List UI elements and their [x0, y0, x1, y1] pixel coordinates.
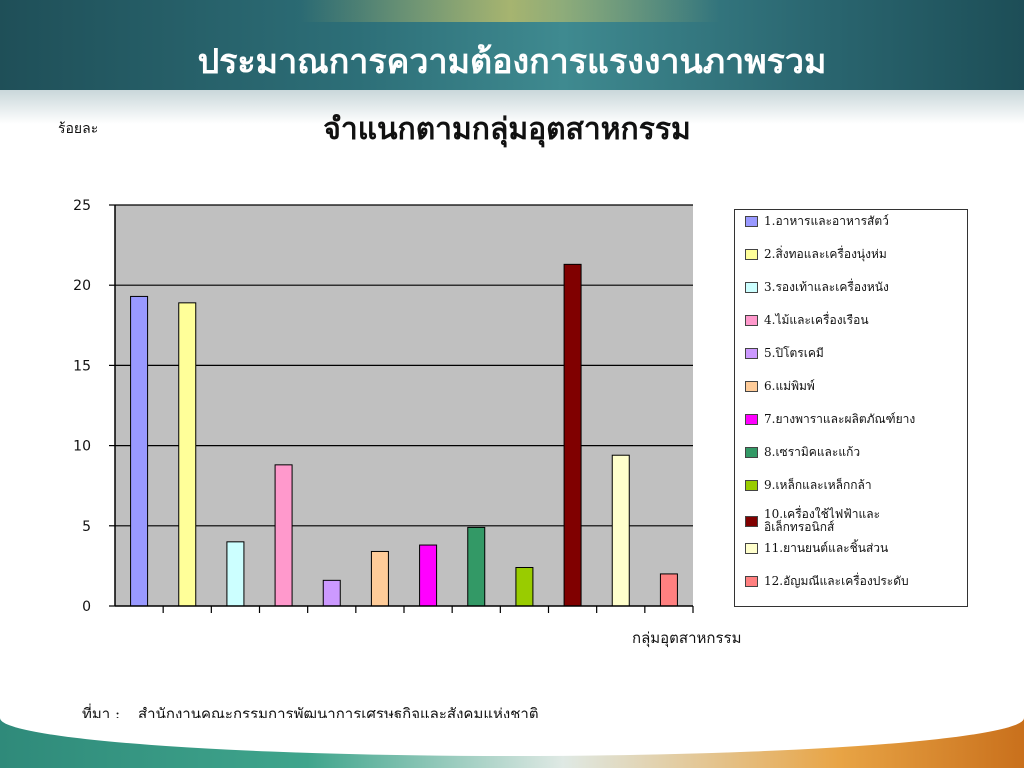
legend-label: 2.สิ่งทอและเครื่องนุ่งห่ม [764, 247, 887, 261]
bar-4 [274, 464, 293, 607]
banner-fade [0, 90, 1024, 124]
bar-9 [515, 567, 534, 607]
bar-12 [659, 573, 678, 607]
legend-item: 3.รองเท้าและเครื่องหนัง [745, 280, 889, 296]
legend-swatch [745, 447, 758, 458]
legend-swatch [745, 576, 758, 587]
legend-item: 12.อัญมณีและเครื่องประดับ [745, 574, 909, 590]
legend-item: 1.อาหารและอาหารสัตว์ [745, 214, 889, 230]
legend-item: 10.เครื่องใช้ไฟฟ้าและ อิเล็กทรอนิกส์ [745, 508, 944, 534]
legend-swatch [745, 348, 758, 359]
bar-2 [178, 302, 197, 607]
legend-label: 1.อาหารและอาหารสัตว์ [764, 214, 889, 228]
bar-10 [563, 263, 582, 607]
legend-item: 4.ไม้และเครื่องเรือน [745, 313, 869, 329]
bar-7 [419, 544, 438, 607]
legend-item: 7.ยางพาราและผลิตภัณฑ์ยาง [745, 412, 915, 428]
bar-1 [130, 295, 149, 607]
legend-swatch [745, 381, 758, 392]
legend-item: 2.สิ่งทอและเครื่องนุ่งห่ม [745, 247, 887, 263]
title-banner [0, 0, 1024, 90]
x-axis-label: กลุ่มอุตสาหกรรม [632, 629, 742, 647]
legend-swatch [745, 480, 758, 491]
legend-label: 4.ไม้และเครื่องเรือน [764, 313, 869, 327]
legend-item: 8.เซรามิคและแก้ว [745, 445, 860, 461]
y-tick-label: 25 [73, 198, 91, 214]
legend-label: 8.เซรามิคและแก้ว [764, 445, 861, 459]
legend-label: 10.เครื่องใช้ไฟฟ้าและ อิเล็กทรอนิกส์ [764, 507, 881, 534]
legend-item: 6.แม่พิมพ์ [745, 379, 815, 395]
gridlines [115, 204, 693, 527]
legend-swatch [745, 414, 758, 425]
slide-title: ประมาณการความต้องการแรงงานภาพรวม [197, 42, 827, 82]
y-axis-label: ร้อยละ [58, 121, 99, 137]
legend-item: 9.เหล็กและเหล็กกล้า [745, 478, 872, 494]
legend-label: 11.ยานยนต์และชิ้นส่วน [764, 541, 889, 555]
bar-8 [467, 526, 486, 607]
y-tick-labels: 0 5 10 15 20 25 [73, 198, 91, 615]
legend-swatch [745, 315, 758, 326]
bar-5 [322, 579, 341, 607]
legend-label: 6.แม่พิมพ์ [764, 379, 815, 393]
bar-11 [611, 454, 630, 607]
y-tick-label: 0 [82, 599, 91, 615]
chart-legend: 1.อาหารและอาหารสัตว์ 2.สิ่งทอและเครื่องนุ… [734, 209, 968, 607]
axes [109, 204, 694, 613]
legend-label: 3.รองเท้าและเครื่องหนัง [764, 280, 889, 294]
legend-item: 11.ยานยนต์และชิ้นส่วน [745, 541, 888, 557]
legend-swatch [745, 543, 758, 554]
legend-label: 12.อัญมณีและเครื่องประดับ [764, 574, 909, 588]
legend-label: 9.เหล็กและเหล็กกล้า [764, 478, 872, 492]
y-tick-label: 20 [73, 278, 91, 294]
legend-item: 5.ปิโตรเคมี [745, 346, 824, 362]
chart-subtitle: จำแนกตามกลุ่มอุตสาหกรรม [323, 112, 691, 147]
legend-swatch [745, 282, 758, 293]
bar-6 [370, 550, 389, 607]
y-tick-label: 15 [73, 358, 91, 374]
legend-swatch [745, 515, 758, 527]
legend-label: 7.ยางพาราและผลิตภัณฑ์ยาง [764, 412, 916, 426]
bars [130, 263, 678, 607]
y-tick-label: 5 [82, 519, 91, 535]
bar-3 [226, 541, 245, 607]
legend-swatch [745, 216, 758, 227]
plot-area [115, 205, 693, 606]
y-tick-label: 10 [73, 439, 91, 455]
legend-swatch [745, 249, 758, 260]
legend-label: 5.ปิโตรเคมี [764, 346, 824, 360]
